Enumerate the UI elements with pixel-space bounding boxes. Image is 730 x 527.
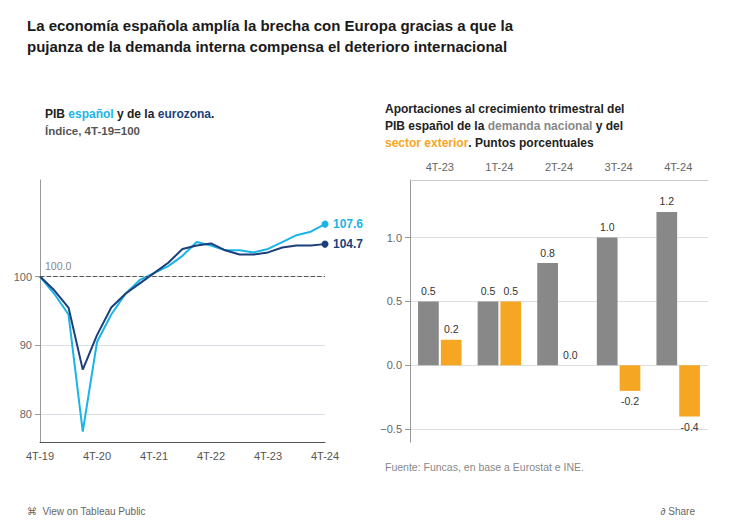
svg-text:La economía española amplía la: La economía española amplía la brecha co… xyxy=(27,17,514,34)
svg-text:demanda nacional: demanda nacional xyxy=(488,119,593,133)
svg-text:Fuente: Funcas, en base a Euro: Fuente: Funcas, en base a Eurostat e INE… xyxy=(385,461,584,473)
svg-text:pujanza de la demanda interna: pujanza de la demanda interna compensa e… xyxy=(27,38,507,55)
svg-text:0.5: 0.5 xyxy=(503,285,518,297)
svg-text:0.5: 0.5 xyxy=(481,285,496,297)
svg-text:0.2: 0.2 xyxy=(444,323,459,335)
svg-text:sector exterior: sector exterior xyxy=(385,136,469,150)
svg-text:PIB: PIB xyxy=(45,107,68,121)
svg-text:100.0: 100.0 xyxy=(45,260,71,272)
svg-text:⌘ View on Tableau Public: ⌘ View on Tableau Public xyxy=(27,506,146,517)
svg-text:4T-23: 4T-23 xyxy=(254,450,282,462)
svg-text:80: 80 xyxy=(20,408,32,420)
svg-text:107.6: 107.6 xyxy=(333,217,363,231)
svg-text:Índice, 4T-19=100: Índice, 4T-19=100 xyxy=(45,125,140,137)
svg-text:4T-19: 4T-19 xyxy=(26,450,54,462)
svg-text:4T-21: 4T-21 xyxy=(140,450,168,462)
svg-text:4T-20: 4T-20 xyxy=(83,450,111,462)
svg-text:-0.2: -0.2 xyxy=(621,395,639,407)
svg-text:100: 100 xyxy=(14,271,32,283)
svg-text:−0.5: −0.5 xyxy=(380,423,402,435)
svg-text:4T-22: 4T-22 xyxy=(197,450,225,462)
svg-text:Aportaciones al crecimiento tr: Aportaciones al crecimiento trimestral d… xyxy=(385,102,624,116)
svg-text:.: . xyxy=(211,107,214,121)
svg-text:2T-24: 2T-24 xyxy=(545,161,573,173)
svg-text:1.0: 1.0 xyxy=(600,221,615,233)
svg-text:90: 90 xyxy=(20,339,32,351)
svg-text:1T-24: 1T-24 xyxy=(485,161,513,173)
svg-text:1.0: 1.0 xyxy=(387,232,402,244)
svg-text:104.7: 104.7 xyxy=(333,237,363,251)
svg-text:0.5: 0.5 xyxy=(387,295,402,307)
svg-text:0.8: 0.8 xyxy=(540,247,555,259)
svg-text:PIB español de la: PIB español de la xyxy=(385,119,488,133)
svg-text:4T-24: 4T-24 xyxy=(664,161,692,173)
svg-text:4T-23: 4T-23 xyxy=(426,161,454,173)
svg-text:1.2: 1.2 xyxy=(660,195,675,207)
svg-text:. Puntos porcentuales: . Puntos porcentuales xyxy=(468,136,594,150)
svg-text:eurozona: eurozona xyxy=(158,107,212,121)
svg-text:4T-24: 4T-24 xyxy=(311,450,339,462)
svg-text:0.5: 0.5 xyxy=(421,285,436,297)
svg-text:español: español xyxy=(68,107,113,121)
svg-text:0.0: 0.0 xyxy=(563,349,578,361)
svg-text:∂ Share: ∂ Share xyxy=(661,506,696,517)
svg-text:y del: y del xyxy=(592,119,623,133)
svg-text:3T-24: 3T-24 xyxy=(605,161,633,173)
svg-text:y de la: y de la xyxy=(114,107,158,121)
svg-text:0.0: 0.0 xyxy=(387,359,402,371)
svg-text:-0.4: -0.4 xyxy=(681,421,699,433)
